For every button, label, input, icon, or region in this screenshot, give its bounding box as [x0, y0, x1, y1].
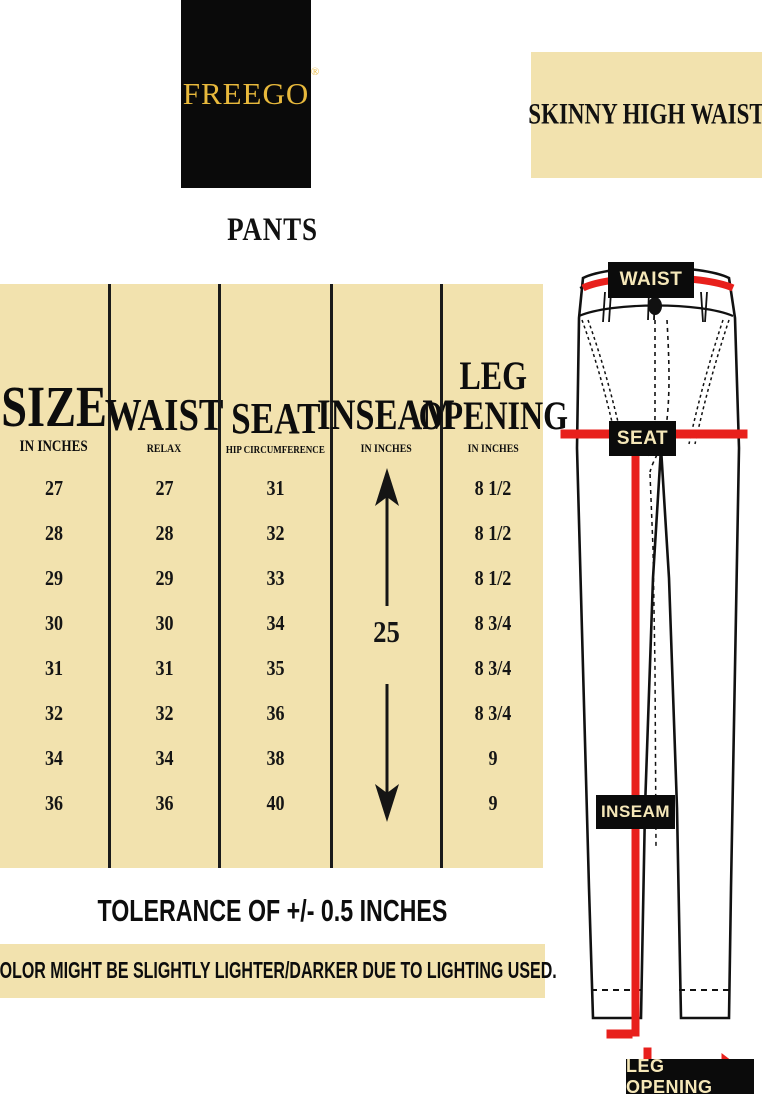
- table-column-seat: SEAT HIP CIRCUMFERENCE 31 32 33 34 35 36…: [221, 284, 330, 868]
- table-cell: 34: [266, 611, 285, 635]
- column-subtitle-waist: RELAX: [147, 441, 182, 455]
- table-cell: 35: [266, 656, 285, 680]
- table-cell: 31: [44, 656, 64, 680]
- page-title: PANTS: [227, 212, 318, 248]
- table-cell: 27: [155, 476, 174, 500]
- table-cell: 40: [266, 791, 285, 815]
- column-header-waist: WAIST RELAX: [105, 284, 224, 462]
- table-cell: 34: [155, 746, 174, 770]
- diagram-label-inseam: INSEAM: [596, 795, 675, 829]
- table-cell: 33: [266, 566, 285, 590]
- table-cell: 29: [155, 566, 174, 590]
- inseam-value: 25: [373, 614, 400, 649]
- registered-trademark-icon: ®: [310, 66, 321, 78]
- column-header-inseam: INSEAM IN INCHES: [318, 284, 456, 462]
- size-table: SIZE IN INCHES 27 28 29 30 31 32 34 36 W…: [0, 284, 568, 868]
- inseam-measure-line: [631, 439, 640, 1037]
- table-cell: 32: [266, 521, 285, 545]
- column-divider: [330, 284, 333, 868]
- tolerance-note-text: TOLERANCE OF +/- 0.5 INCHES: [97, 893, 448, 928]
- inseam-measure-foot: [606, 1029, 633, 1039]
- front-pockets: [581, 319, 730, 445]
- table-cell: 30: [155, 611, 174, 635]
- brand-logo: FREEGO ®: [181, 0, 320, 188]
- table-cell: 32: [155, 701, 174, 725]
- column-subtitle-size: IN INCHES: [19, 438, 89, 455]
- table-cell: 28: [155, 521, 174, 545]
- table-cell: 36: [155, 791, 174, 815]
- style-banner: SKINNY HIGH WAIST: [528, 52, 762, 178]
- tolerance-note: TOLERANCE OF +/- 0.5 INCHES: [0, 880, 545, 942]
- column-title-inseam: INSEAM: [317, 392, 456, 440]
- table-column-waist: WAIST RELAX 27 28 29 30 31 32 34 36: [105, 284, 224, 868]
- color-disclaimer-note: COLOR MIGHT BE SLIGHTLY LIGHTER/DARKER D…: [0, 944, 557, 998]
- table-cell: 8 1/2: [474, 521, 512, 545]
- table-cell: 36: [44, 791, 64, 815]
- color-disclaimer-text: COLOR MIGHT BE SLIGHTLY LIGHTER/DARKER D…: [0, 957, 557, 984]
- table-cell: 34: [44, 746, 64, 770]
- table-cell: 30: [44, 611, 64, 635]
- diagram-label-leg-opening: LEG OPENING: [626, 1056, 754, 1097]
- brand-logo-label: FREEGO: [182, 76, 310, 111]
- column-title-seat: SEAT: [230, 393, 321, 443]
- double-arrow-icon: [374, 468, 399, 822]
- table-cell: 36: [266, 701, 285, 725]
- column-subtitle-seat: HIP CIRCUMFERENCE: [226, 444, 325, 456]
- column-cells-waist: 27 28 29 30 31 32 34 36: [111, 462, 218, 826]
- column-title-size: SIZE: [1, 373, 107, 439]
- table-cell: 28: [44, 521, 64, 545]
- diagram-label-waist: WAIST: [608, 262, 694, 298]
- diagram-label-seat: SEAT: [609, 421, 676, 456]
- table-cell: 27: [44, 476, 64, 500]
- column-header-seat: SEAT HIP CIRCUMFERENCE: [221, 284, 330, 462]
- table-column-size: SIZE IN INCHES 27 28 29 30 31 32 34 36: [0, 284, 108, 868]
- table-cell: 9: [488, 746, 498, 770]
- column-cells-size: 27 28 29 30 31 32 34 36: [0, 462, 108, 826]
- column-header-size: SIZE IN INCHES: [0, 284, 108, 462]
- table-cell: 32: [44, 701, 64, 725]
- table-cell: 9: [488, 791, 498, 815]
- column-cells-seat: 31 32 33 34 35 36 38 40: [221, 462, 330, 826]
- table-column-inseam: INSEAM IN INCHES 25: [318, 284, 456, 868]
- column-divider: [440, 284, 443, 868]
- column-divider: [218, 284, 221, 868]
- table-cell: 8 1/2: [474, 566, 512, 590]
- style-banner-label: SKINNY HIGH WAIST: [528, 98, 762, 131]
- column-cells-leg-opening: 8 1/2 8 1/2 8 1/2 8 3/4 8 3/4 8 3/4 9 9: [443, 462, 543, 826]
- table-cell: 8 3/4: [474, 611, 512, 635]
- column-title-leg-opening-line1: LEG: [459, 353, 527, 398]
- pants-outline: [575, 266, 741, 1020]
- table-cell: 8 3/4: [474, 656, 512, 680]
- column-header-leg-opening: LEG OPENING IN INCHES: [418, 284, 567, 462]
- column-subtitle-leg-opening: IN INCHES: [467, 441, 519, 455]
- waistband-button-icon: [648, 297, 662, 315]
- pants-technical-drawing: [560, 266, 748, 1068]
- table-cell: 8 3/4: [474, 701, 512, 725]
- inseam-measure-arrow: 25: [333, 466, 440, 846]
- table-cell: 31: [155, 656, 174, 680]
- column-divider: [108, 284, 111, 868]
- table-cell: 8 1/2: [474, 476, 512, 500]
- table-column-leg-opening: LEG OPENING IN INCHES 8 1/2 8 1/2 8 1/2 …: [418, 284, 567, 868]
- column-title-waist: WAIST: [105, 388, 224, 440]
- column-title-leg-opening-line2: OPENING: [418, 393, 568, 438]
- brand-logo-text: FREEGO ®: [182, 66, 320, 112]
- table-cell: 31: [266, 476, 285, 500]
- table-cell: 29: [44, 566, 64, 590]
- table-cell: 38: [266, 746, 285, 770]
- column-subtitle-inseam: IN INCHES: [360, 441, 413, 455]
